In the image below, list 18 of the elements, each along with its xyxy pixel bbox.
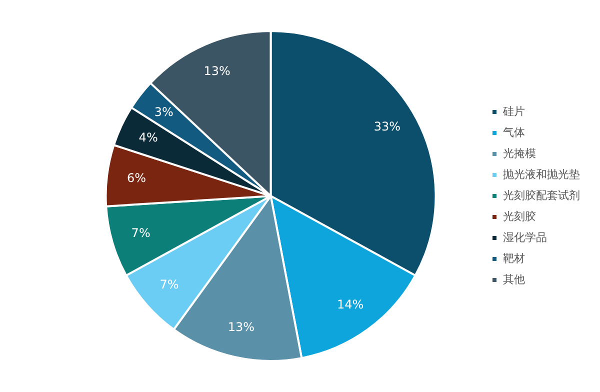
- data-label: 7%: [131, 226, 150, 240]
- data-label: 3%: [154, 105, 174, 120]
- data-label: 7%: [160, 278, 179, 292]
- legend-label: 其他: [503, 272, 525, 286]
- legend-label: 光刻胶: [503, 210, 536, 223]
- legend-label: 湿化学品: [503, 230, 547, 244]
- legend-label: 气体: [503, 126, 525, 139]
- data-label: 13%: [228, 320, 255, 334]
- legend-label: 抛光液和抛光垫: [503, 168, 580, 181]
- data-label: 33%: [374, 119, 401, 134]
- data-label: 4%: [138, 130, 158, 145]
- legend-label: 硅片: [502, 104, 525, 118]
- legend-label: 光刻胶配套试剂: [503, 188, 580, 202]
- data-label: 14%: [336, 298, 364, 312]
- data-label: 13%: [204, 64, 230, 78]
- legend-label: 靶材: [503, 252, 525, 265]
- data-label: 6%: [126, 171, 146, 186]
- legend-label: 光掩模: [503, 146, 536, 160]
